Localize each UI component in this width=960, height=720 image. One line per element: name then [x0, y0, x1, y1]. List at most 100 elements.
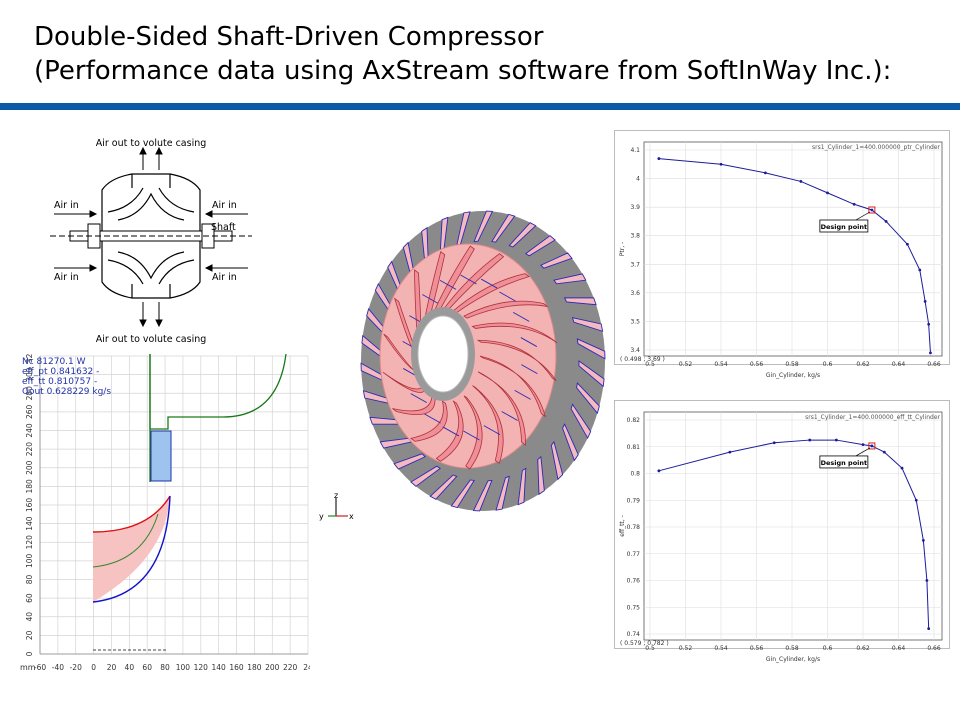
- impeller-blade-edge: [439, 279, 457, 290]
- meridional-x-tick: -60: [34, 663, 46, 672]
- data-point: [921, 538, 925, 542]
- meridional-x-tick: 60: [142, 663, 152, 672]
- plot-area: [643, 141, 943, 357]
- data-point: [900, 466, 904, 470]
- meridional-x-tick: 220: [283, 663, 298, 672]
- diffuser-blade: [450, 479, 475, 509]
- meridional-y-tick: 260: [25, 404, 34, 419]
- diffuser-blade: [550, 440, 564, 481]
- schematic-drawing: Air out to volute casing Air out to volu…: [50, 138, 252, 345]
- diffuser-blade: [571, 317, 604, 332]
- impeller-blade-edge: [521, 364, 538, 375]
- diffuser-blade: [578, 360, 605, 388]
- data-point: [657, 469, 661, 473]
- y-tick-label: 4.1: [630, 147, 640, 154]
- y-tick-label: 3.6: [630, 290, 640, 297]
- data-point: [719, 162, 723, 166]
- x-tick-label: 0.52: [679, 645, 693, 652]
- diffuser-blade: [491, 213, 516, 243]
- x-tick-label: 0.58: [785, 645, 799, 652]
- meridional-y-tick: 160: [25, 498, 34, 513]
- cursor-readout: ( 0.579 ; 0.782 ): [620, 640, 669, 647]
- meridional-y-tick: 80: [25, 575, 34, 585]
- data-point: [772, 441, 776, 445]
- y-tick-label: 0.81: [627, 444, 641, 451]
- impeller-blade-edge: [480, 278, 498, 289]
- diffuser-blade: [508, 222, 537, 248]
- data-point: [925, 579, 929, 582]
- design-point-callout: [819, 455, 869, 469]
- y-axis-label: Ptr, -: [619, 242, 626, 256]
- compressor-schematic: Air out to volute casing Air out to volu…: [40, 128, 262, 348]
- slide-title: Double-Sided Shaft-Driven Compressor (Pe…: [34, 20, 934, 88]
- x-tick-label: 0.52: [679, 361, 693, 368]
- shaft-label: Shaft: [211, 222, 236, 233]
- efficiency-chart: 0.5 0.52 0.54 0.56 0.58 0.6 0.62 0.64 0.66 0.74 0.…: [614, 400, 950, 670]
- y-tick-label: 0.8: [630, 471, 640, 478]
- impeller-drawing: [360, 210, 606, 512]
- meridional-plot: -60 -40 -20 0 20 40 60 80 100 120 140 160 180 200 220 2…: [20, 354, 310, 672]
- impeller-blade: [452, 273, 530, 314]
- title-rule: [0, 103, 960, 110]
- x-axis-label: Gin_Cylinder, kg/s: [766, 372, 820, 379]
- meridional-y-tick: 200: [25, 460, 34, 475]
- triad-y: y: [319, 512, 324, 521]
- impeller-blade: [382, 371, 427, 393]
- y-tick-label: 0.76: [627, 578, 641, 585]
- inflow-arrows: [54, 210, 248, 272]
- diffuser-blade: [576, 338, 606, 360]
- data-point: [870, 444, 874, 448]
- diffuser-blade: [540, 252, 573, 269]
- impeller-blade-edge: [520, 337, 538, 347]
- impeller-blade-edge: [463, 430, 480, 441]
- impeller-fill: [93, 496, 170, 602]
- impeller-blade-edge: [422, 294, 439, 304]
- design-point-marker: [868, 206, 876, 214]
- y-tick-label: 3.9: [630, 204, 640, 211]
- meridional-y-tick: 100: [25, 553, 34, 568]
- air-in-left-bottom: Air in: [54, 272, 79, 283]
- impeller-hub-line: [92, 495, 171, 603]
- readout-eff-pt: eff_pt 0.841632 -: [22, 367, 99, 377]
- meridional-y-tick: 180: [25, 479, 34, 494]
- triad-z: z: [334, 491, 338, 500]
- y-tick-label: 4: [636, 176, 640, 183]
- data-point: [834, 438, 838, 442]
- axes-triad: z y x: [316, 490, 362, 526]
- y-tick-label: 0.79: [627, 497, 641, 504]
- meridional-x-ticks: -60 -40 -20 0 20 40 60 80 100 120 140 160 180 200 220 2…: [34, 663, 310, 672]
- impeller-blade-edge: [514, 389, 531, 400]
- meridional-x-tick: 24: [303, 663, 310, 672]
- impeller-blade: [431, 245, 475, 319]
- meridional-y-tick: 0: [25, 651, 34, 656]
- y-tick-label: 0.82: [627, 417, 641, 424]
- data-point: [728, 450, 732, 454]
- y-tick-label: 3.7: [630, 261, 640, 268]
- pressure-ratio-chart: 0.5 0.52 0.54 0.56 0.58 0.6 0.62 0.64 0.66 3.4 3.5…: [614, 130, 950, 386]
- x-tick-label: 0.66: [927, 645, 941, 652]
- meridional-y-tick: 300: [25, 367, 34, 382]
- design-point-marker: [868, 442, 876, 450]
- impeller-blade-edge: [442, 426, 460, 437]
- meridional-x-tick: 20: [107, 663, 117, 672]
- diffuser-blade: [563, 297, 597, 306]
- x-tick-label: 0.66: [927, 361, 941, 368]
- x-tick-label: 0.62: [856, 645, 870, 652]
- diffuser-blade: [393, 453, 426, 470]
- data-point: [852, 202, 856, 206]
- pressure-ratio-plot: 0.5 0.52 0.54 0.56 0.58 0.6 0.62 0.64 0.66 3.4 3.5…: [614, 130, 950, 379]
- x-tick-label: 0.5: [645, 645, 655, 652]
- data-point: [927, 322, 931, 326]
- impeller-3d-render: [318, 196, 618, 526]
- diffuser-blade: [429, 474, 458, 500]
- flow-path-shroud: [149, 354, 287, 430]
- impeller-blade-edge: [410, 393, 428, 404]
- y-tick-label: 3.5: [630, 318, 640, 325]
- y-tick-label: 3.8: [630, 233, 640, 240]
- impeller-blade-edge: [424, 413, 441, 424]
- impeller-shroud-line: [92, 495, 171, 533]
- meridional-x-tick: 140: [212, 663, 227, 672]
- meridional-x-tick: 120: [194, 663, 209, 672]
- x-tick-label: 0.6: [823, 645, 833, 652]
- meridional-x-tick: 80: [160, 663, 170, 672]
